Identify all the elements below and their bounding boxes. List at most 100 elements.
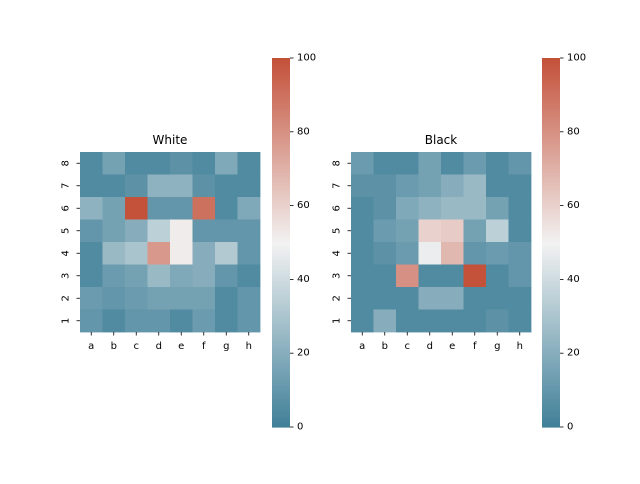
heatmap-black-y-ticks: 8 7 6 5 4 3 2 1 <box>332 160 351 324</box>
heatmap-white-cell-g6 <box>215 197 238 220</box>
colorbar-black-strip <box>542 69 560 72</box>
colorbar-white-strip <box>272 257 290 260</box>
colorbar-black-strip <box>542 122 560 126</box>
colorbar-black-strip <box>542 425 560 428</box>
colorbar-white-strip <box>272 369 290 373</box>
colorbar-white-strip <box>272 142 290 146</box>
colorbar-black-tick-label: 0 <box>567 422 573 433</box>
colorbar-black-strip <box>542 423 560 426</box>
colorbar-white-strip <box>272 275 290 279</box>
heatmap-black-x-tick-label: f <box>473 341 477 352</box>
colorbar-white-strip <box>272 364 290 367</box>
heatmap-black-cell-e4 <box>441 242 464 265</box>
heatmap-white-cell-f6 <box>192 197 216 220</box>
colorbar-white-strip <box>272 190 290 194</box>
colorbar-black-tick-label: 100 <box>567 53 586 64</box>
colorbar-white-strip <box>272 129 290 133</box>
colorbar-white-strip <box>272 205 290 209</box>
colorbar-white-strip <box>272 227 290 231</box>
colorbar-white-strip <box>272 109 290 113</box>
heatmap-white-cell-g7 <box>215 174 238 198</box>
heatmap-black-cell-a1 <box>351 309 374 333</box>
colorbar-black-strip <box>542 406 560 410</box>
colorbar-white-strip <box>272 155 290 159</box>
heatmap-white-y-tick-label: 5 <box>61 228 72 234</box>
colorbar-white-strip <box>272 105 290 109</box>
heatmap-black-x-ticks: a b c d e f g h <box>359 332 523 352</box>
heatmap-black-cell-a8 <box>351 152 374 175</box>
colorbar-white-strip <box>272 165 290 168</box>
colorbar-black-strip <box>542 72 560 76</box>
colorbar-black-strip <box>542 255 560 258</box>
colorbar-white-strip <box>272 283 290 286</box>
heatmap-black-cell-g4 <box>486 242 509 265</box>
colorbar-white-tick-label: 60 <box>297 200 310 211</box>
colorbar-black-strip <box>542 408 560 411</box>
colorbar-white-strip <box>272 231 290 234</box>
colorbar-white-strip <box>272 393 290 397</box>
colorbar-black-strip <box>542 185 560 188</box>
colorbar-black-strip <box>542 218 560 221</box>
colorbar-white-strip <box>272 244 290 247</box>
colorbar-black-strip <box>542 332 560 336</box>
colorbar-black-strip <box>542 89 560 92</box>
colorbar-white-strip <box>272 382 290 386</box>
colorbar-black-strip <box>542 98 560 102</box>
colorbar-white-strip <box>272 209 290 212</box>
heatmap-black-cell-d3 <box>418 264 442 288</box>
heatmap-white: White a b c d e f g h 8 7 6 5 4 3 2 1 <box>61 133 261 352</box>
colorbar-black-strip <box>542 107 560 111</box>
heatmap-white-cell-a5 <box>80 219 103 243</box>
colorbar-black-strip <box>542 340 560 343</box>
heatmap-white-cell-h5 <box>237 219 261 243</box>
colorbar-black-strip <box>542 76 560 79</box>
colorbar-black-strip <box>542 102 560 105</box>
colorbar-white-strip <box>272 104 290 107</box>
colorbar-black-strip <box>542 144 560 148</box>
colorbar-white-strip <box>272 192 290 196</box>
colorbar-black-strip <box>542 310 560 314</box>
colorbar-white-strip <box>272 249 290 253</box>
colorbar-black-strip <box>542 161 560 164</box>
colorbar-black-strip <box>542 360 560 364</box>
colorbar-black-strip <box>542 303 560 306</box>
colorbar-black-strip <box>542 176 560 179</box>
colorbar-white-strip <box>272 131 290 135</box>
colorbar-black-strip <box>542 369 560 373</box>
colorbar-black-strip <box>542 270 560 273</box>
heatmap-black-y-tick-label: 2 <box>332 295 343 301</box>
colorbar-black-strip <box>542 172 560 175</box>
colorbar-white-strip <box>272 224 290 227</box>
colorbar-white-strip <box>272 113 290 116</box>
colorbar-white-strip <box>272 390 290 393</box>
heatmap-white-cell-g8 <box>215 152 238 175</box>
heatmap-black: Black a b c d e f g h 8 7 6 5 4 3 2 1 <box>332 133 532 352</box>
heatmap-black-cell-b1 <box>373 309 397 333</box>
colorbar-white-strip <box>272 327 290 330</box>
colorbar-black-strip <box>542 115 560 118</box>
colorbar-black-strip <box>542 231 560 234</box>
colorbar-black-strip <box>542 190 560 194</box>
colorbar-white-strip <box>272 255 290 258</box>
colorbar-white-strip <box>272 120 290 124</box>
heatmap-white-x-tick-label: h <box>246 341 252 352</box>
colorbar-black-strip <box>542 222 560 225</box>
heatmap-white-x-tick-label: d <box>156 341 162 352</box>
colorbar-black-strip <box>542 379 560 382</box>
heatmap-black-cell-f5 <box>463 219 487 243</box>
colorbar-white-strip <box>272 139 290 142</box>
heatmap-black-x-tick-label: c <box>405 341 411 352</box>
colorbar-black-strip <box>542 277 560 280</box>
heatmap-white-cell-b4 <box>102 242 126 265</box>
heatmap-black-cells <box>351 152 532 333</box>
heatmap-white-cell-c6 <box>125 197 148 220</box>
colorbar-black-strip <box>542 148 560 151</box>
heatmap-black-x-tick-label: g <box>494 341 500 352</box>
colorbar-black-strip <box>542 157 560 161</box>
colorbar-white-strip <box>272 417 290 421</box>
heatmap-white-y-tick-label: 6 <box>61 205 72 211</box>
colorbar-white-strip <box>272 397 290 400</box>
heatmap-black-cell-b3 <box>373 264 397 288</box>
colorbar-white-strip <box>272 126 290 129</box>
heatmap-black-cell-f7 <box>463 174 487 198</box>
